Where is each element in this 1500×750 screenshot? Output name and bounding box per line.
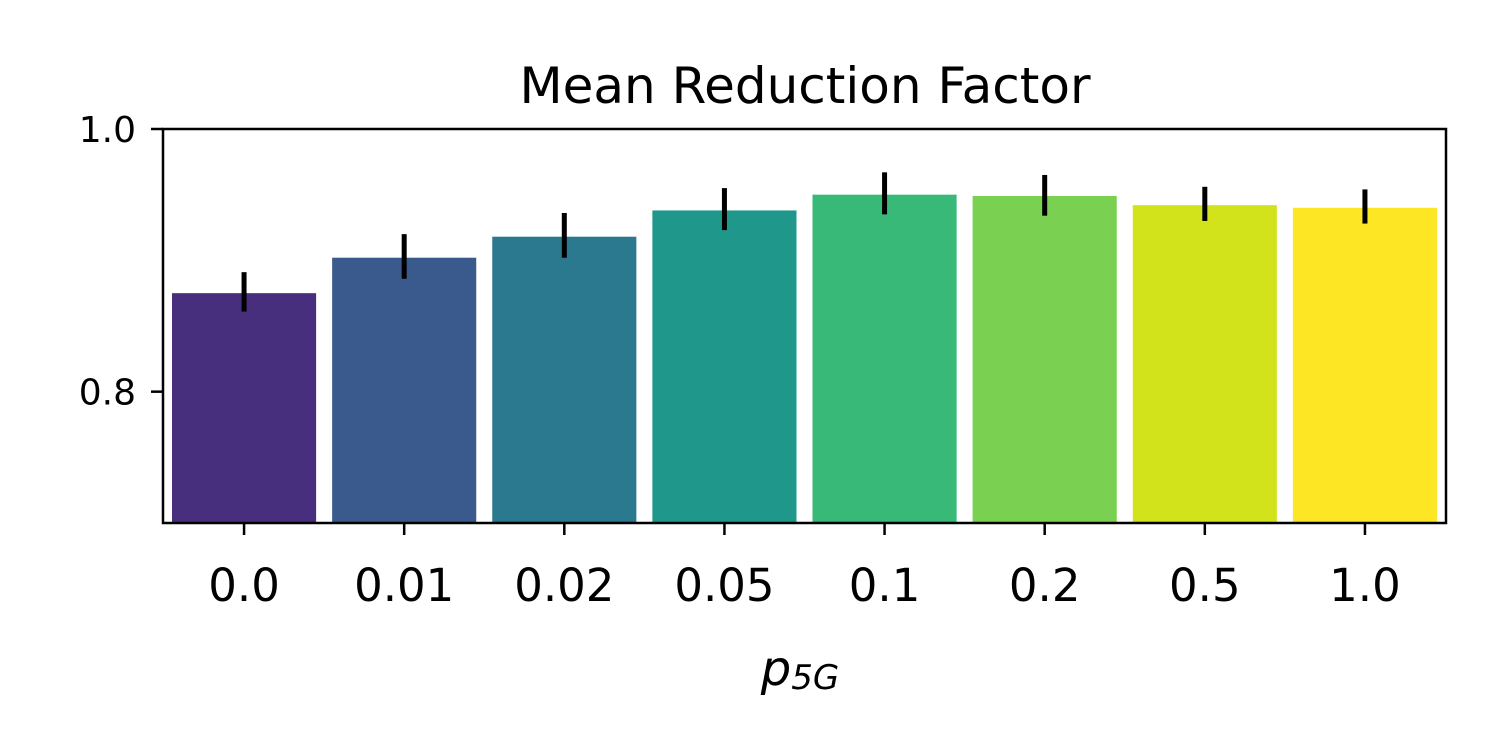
bars-group — [172, 194, 1437, 524]
x-tick-label-0.05: 0.05 — [674, 559, 774, 612]
x-tick-label-0.5: 0.5 — [1169, 559, 1241, 612]
y-axis: 0.8 1.0 — [79, 110, 163, 414]
bar-0.1 — [812, 194, 957, 523]
x-tick-label-0.1: 0.1 — [849, 559, 921, 612]
y-tick-label-0.8: 0.8 — [79, 373, 136, 414]
x-axis: 0.0 0.01 0.02 0.05 0.1 0.2 0.5 1.0 — [208, 523, 1401, 612]
bar-0.5 — [1132, 205, 1277, 523]
x-tick-label-0.02: 0.02 — [514, 559, 614, 612]
bar-0.01 — [332, 257, 477, 523]
x-tick-label-0.01: 0.01 — [354, 559, 454, 612]
x-tick-label-0.2: 0.2 — [1009, 559, 1081, 612]
x-axis-label-base: p — [760, 641, 791, 697]
bar-0.0 — [172, 293, 317, 523]
x-tick-label-1.0: 1.0 — [1329, 559, 1401, 612]
bar-0.05 — [652, 210, 797, 523]
bar-0.2 — [972, 195, 1117, 524]
plot-frame — [161, 127, 1448, 525]
chart-title: Mean Reduction Factor — [519, 57, 1090, 115]
x-axis-label-subscript: 5G — [791, 658, 839, 698]
x-tick-label-0.0: 0.0 — [208, 559, 280, 612]
bar-0.02 — [492, 236, 637, 523]
error-bars-group — [241, 172, 1368, 312]
x-axis-label: p5G — [760, 641, 839, 698]
y-tick-label-1.0: 1.0 — [79, 110, 136, 151]
bar-1.0 — [1292, 207, 1437, 524]
